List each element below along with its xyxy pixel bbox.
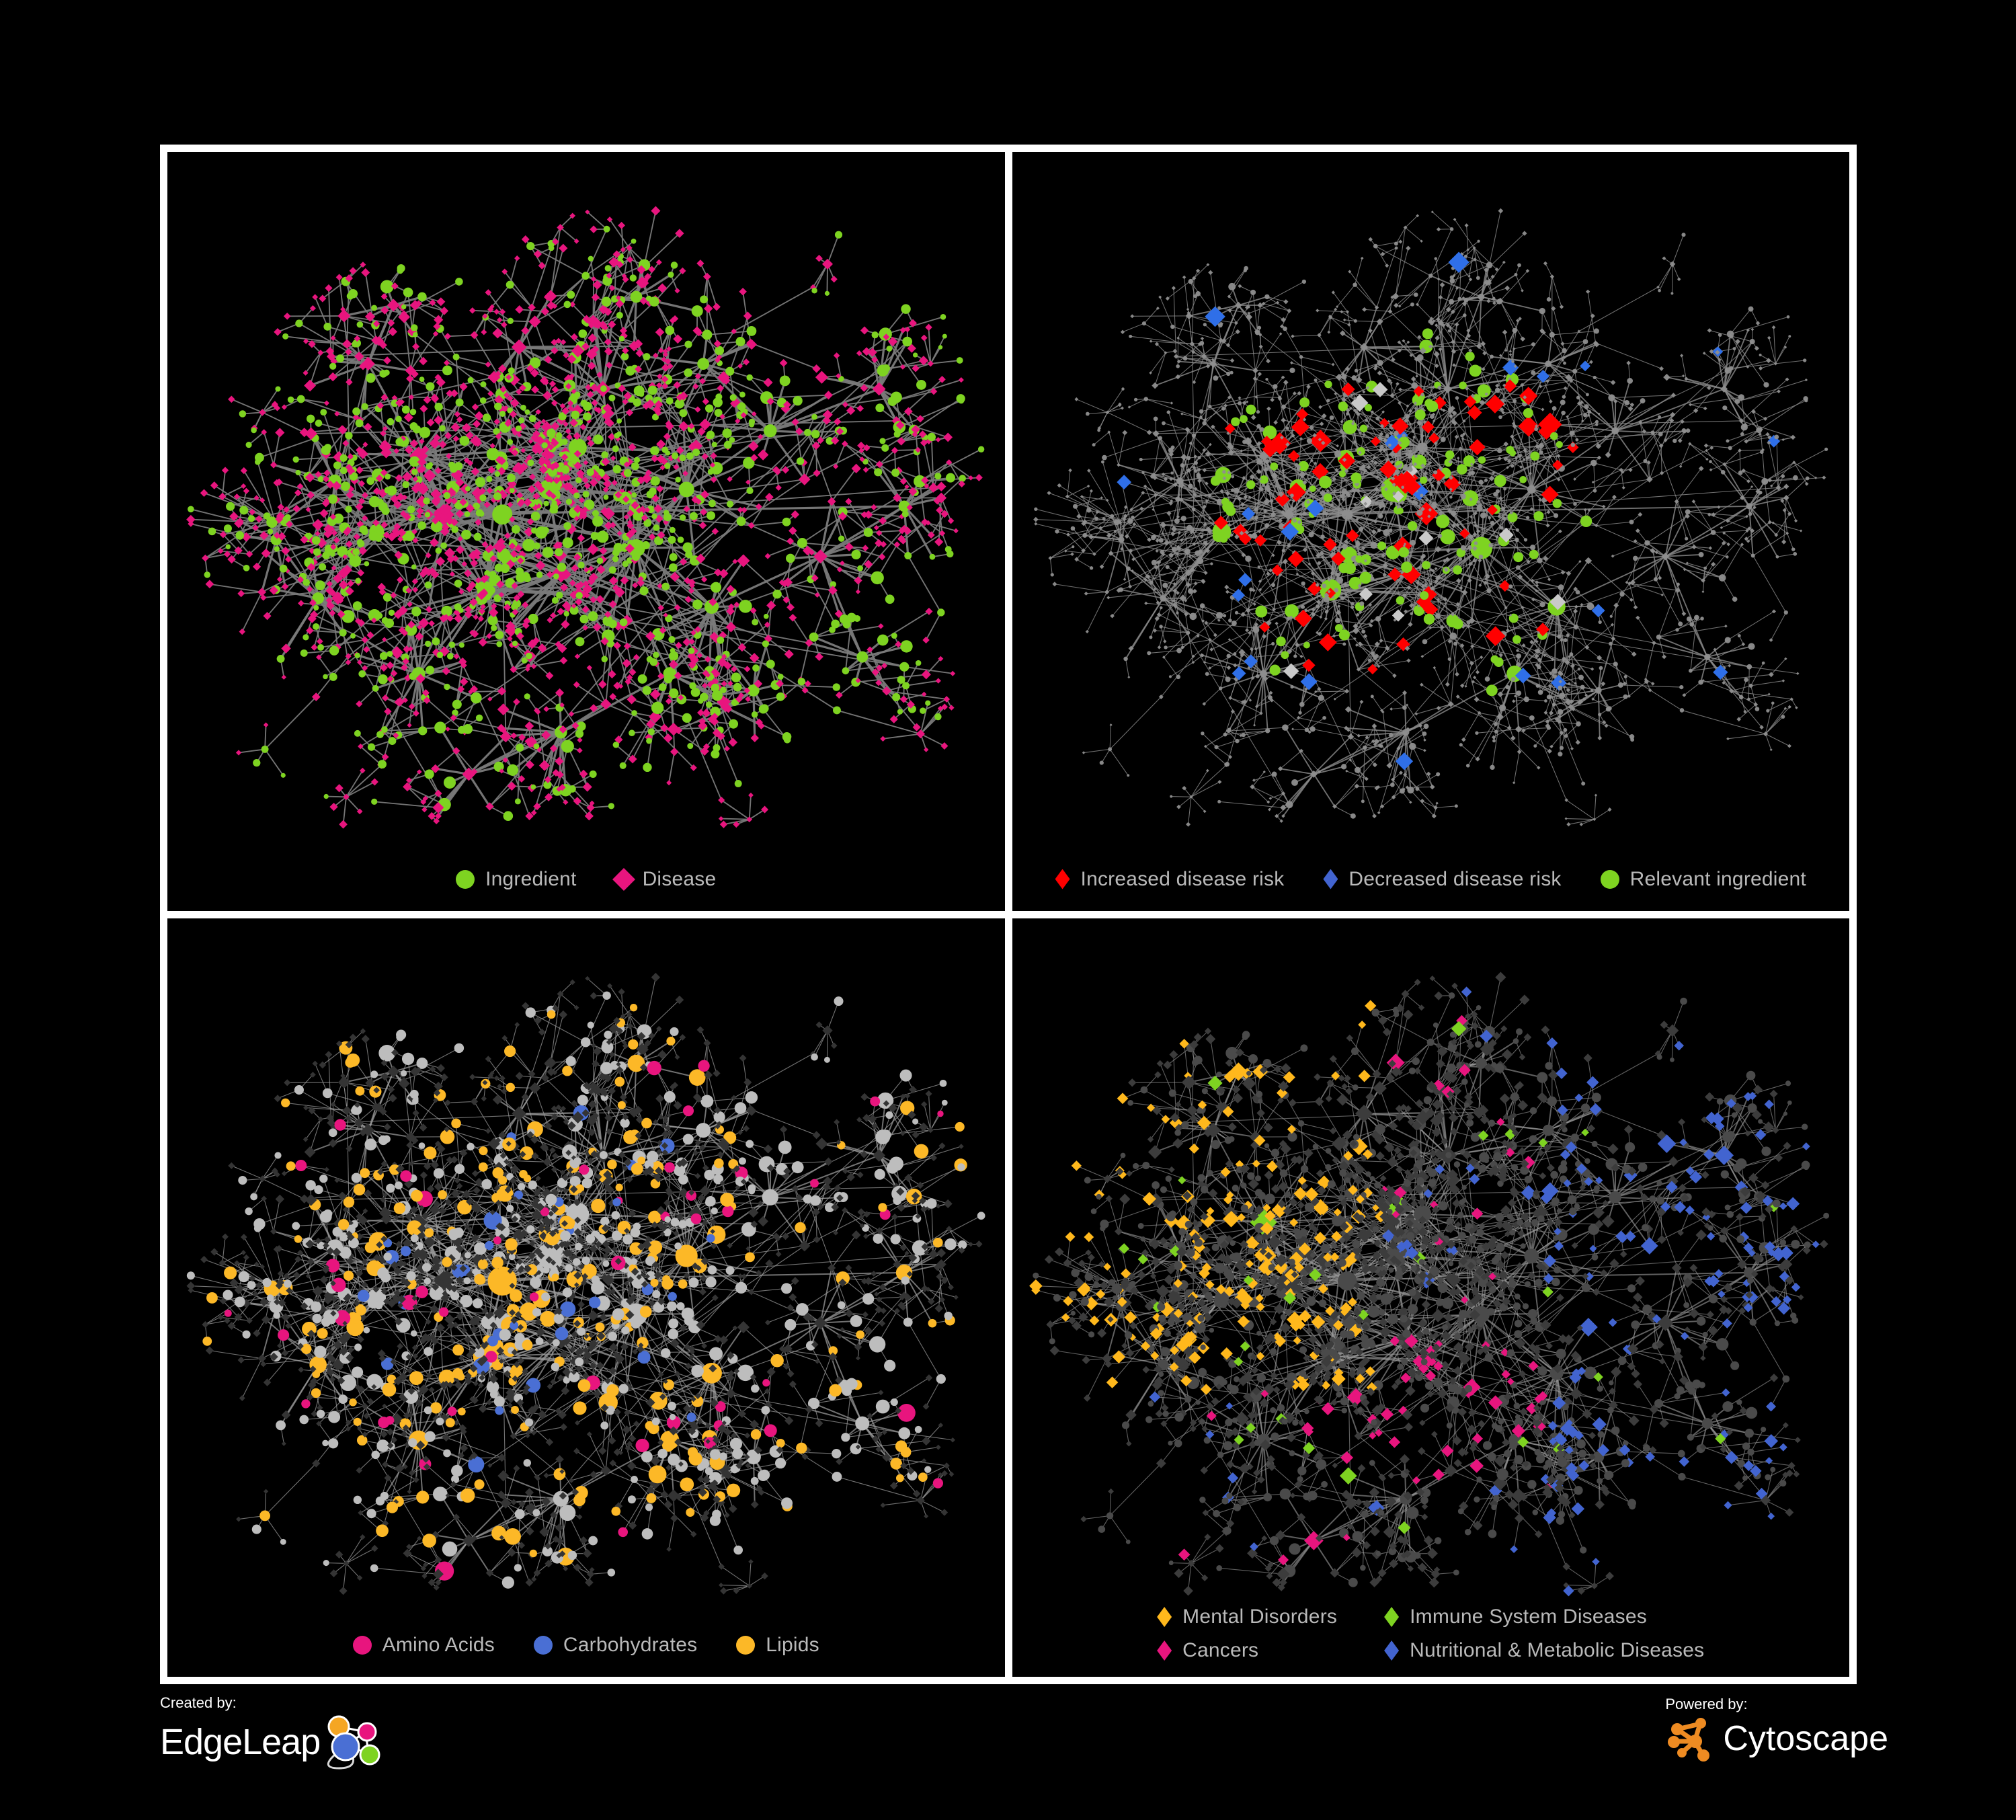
cytoscape-network-icon [1668, 1718, 1710, 1762]
network-canvas-4[interactable] [1012, 918, 1850, 1677]
network-canvas-2[interactable] [1012, 152, 1850, 911]
edgeleap-logo[interactable]: EdgeLeap [160, 1713, 390, 1771]
cytoscape-logo[interactable]: Cytoscape [1665, 1714, 1888, 1763]
panel-disease-risk[interactable]: Increased disease risk Decreased disease… [1012, 152, 1850, 911]
edgeleap-wordmark: EdgeLeap [160, 1722, 321, 1762]
created-by-block[interactable]: Created by: EdgeLeap [160, 1694, 390, 1771]
edgeleap-network-icon [327, 1715, 380, 1770]
footer: Created by: EdgeLeap Powered by: [0, 1686, 2016, 1807]
network-canvas-3[interactable] [167, 918, 1005, 1677]
panel-grid: Ingredient Disease Increased disease ris… [160, 145, 1857, 1684]
panel-ingredient-disease[interactable]: Ingredient Disease [167, 152, 1005, 911]
powered-by-label: Powered by: [1665, 1696, 1748, 1712]
cytoscape-wordmark: Cytoscape [1723, 1719, 1888, 1758]
panel-ingredient-classes[interactable]: Amino Acids Carbohydrates Lipids [167, 918, 1005, 1677]
network-canvas-1[interactable] [167, 152, 1005, 911]
powered-by-block[interactable]: Powered by: [1665, 1696, 1888, 1763]
panel-disease-classes[interactable]: Mental Disorders Immune System Diseases … [1012, 918, 1850, 1677]
created-by-label: Created by: [160, 1694, 237, 1711]
